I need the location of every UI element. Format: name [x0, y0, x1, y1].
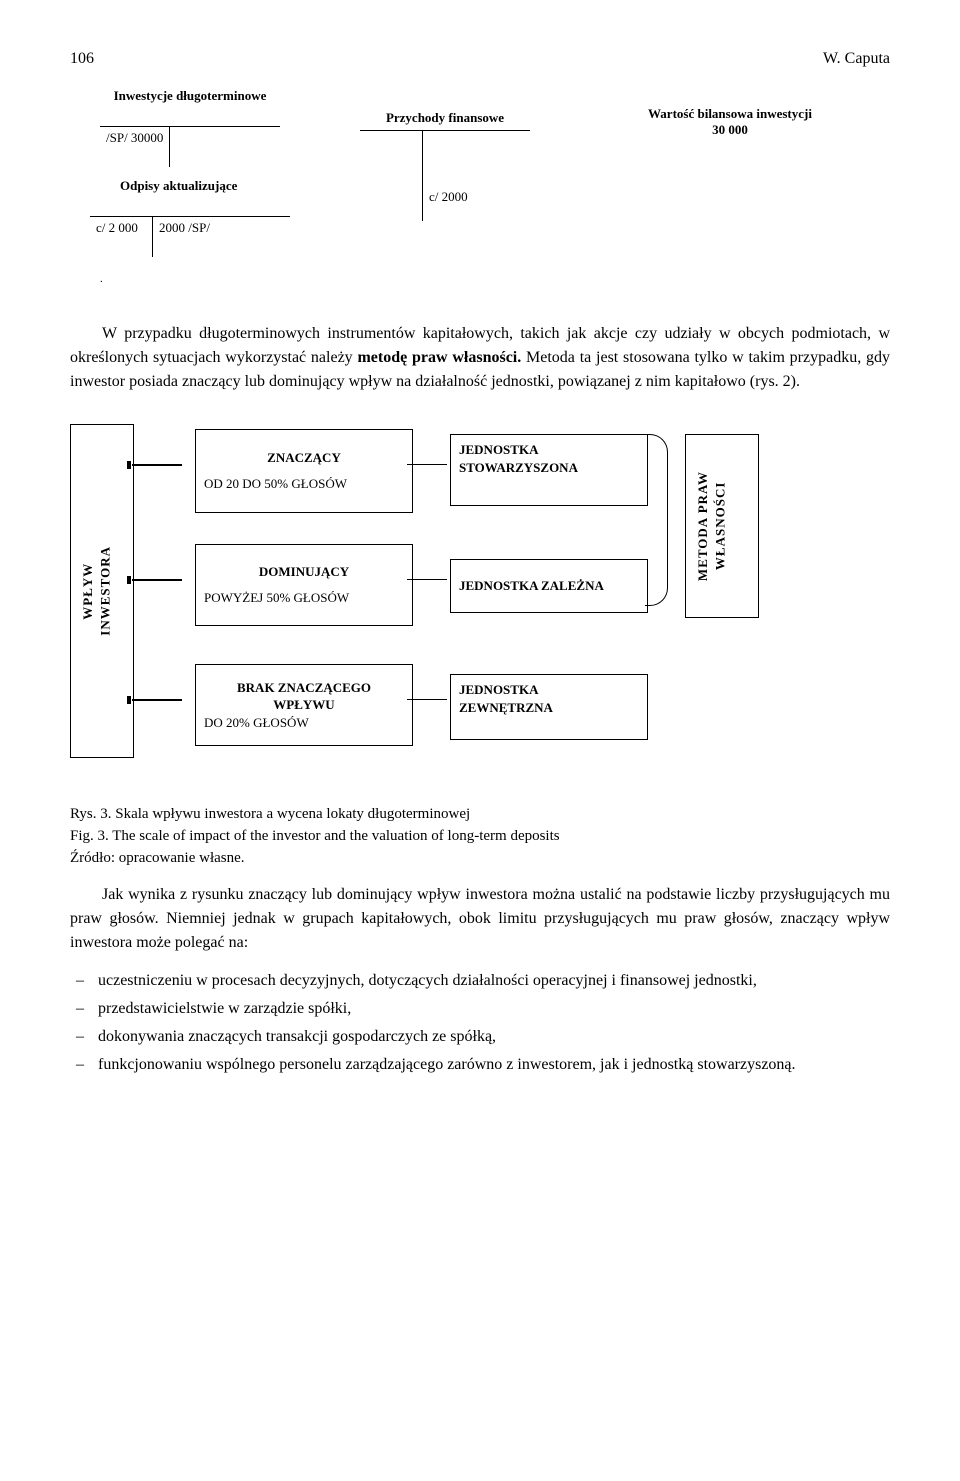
investor-influence-label: WPŁYW INWESTORA [79, 546, 125, 636]
account-credit: c/ 2000 [423, 131, 485, 221]
caption-source: Źródło: opracowanie własne. [70, 848, 890, 870]
dominant-title: DOMINUJĄCY [204, 563, 404, 581]
unit-external-label: JEDNOSTKA ZEWNĘTRZNA [459, 681, 639, 716]
connector-line [407, 464, 447, 465]
arrow-stub [132, 464, 182, 466]
account-credit [170, 127, 232, 167]
para1-bold: metodę praw własności. [357, 349, 521, 366]
connector-line [407, 579, 447, 580]
dominant-box: DOMINUJĄCY POWYŻEJ 50% GŁOSÓW [195, 544, 413, 626]
unit-external-box: JEDNOSTKA ZEWNĘTRZNA [450, 674, 648, 740]
list-item: funkcjonowaniu wspólnego personelu zarzą… [98, 1053, 890, 1077]
no-influence-sub: DO 20% GŁOSÓW [204, 714, 404, 732]
bullet-list: uczestniczeniu w procesach decyzyjnych, … [70, 969, 890, 1077]
no-influence-box: BRAK ZNACZĄCEGO WPŁYWU DO 20% GŁOSÓW [195, 664, 413, 746]
balance-value: 30 000 [630, 122, 830, 138]
arrow-stub [132, 579, 182, 581]
equity-method-label: METODA PRAW WŁASNOŚCI [694, 471, 750, 581]
list-item: uczestniczeniu w procesach decyzyjnych, … [98, 969, 890, 993]
unit-associated-box: JEDNOSTKA STOWARZYSZONA [450, 434, 648, 506]
account-investments: Inwestycje długoterminowe /SP/ 30000 [100, 88, 280, 167]
connector-line [407, 699, 447, 700]
unit-dependent-box: JEDNOSTKA ZALEŻNA [450, 559, 648, 613]
author-name: W. Caputa [823, 50, 890, 68]
dominant-sub: POWYŻEJ 50% GŁOSÓW [204, 589, 404, 607]
account-revenue: Przychody finansowe c/ 2000 [360, 110, 530, 221]
brace-icon [645, 434, 668, 606]
paragraph-1: W przypadku długoterminowych instrumentó… [70, 322, 890, 394]
list-item: dokonywania znaczących transakcji gospod… [98, 1025, 890, 1049]
balance-block: Wartość bilansowa inwestycji 30 000 [630, 106, 830, 138]
investor-influence-box: WPŁYW INWESTORA [70, 424, 134, 758]
influence-diagram: WPŁYW INWESTORA ZNACZĄCY OD 20 DO 50% GŁ… [70, 414, 890, 774]
unit-dependent-label: JEDNOSTKA ZALEŻNA [459, 577, 639, 595]
account-debit [360, 131, 423, 221]
account-title: Odpisy aktualizujące [90, 178, 290, 194]
caption-line-pl: Rys. 3. Skala wpływu inwestora a wycena … [70, 804, 890, 826]
dot-marker: . [100, 273, 103, 285]
unit-associated-label: JEDNOSTKA STOWARZYSZONA [459, 441, 639, 476]
account-title: Inwestycje długoterminowe [100, 88, 280, 104]
no-influence-title: BRAK ZNACZĄCEGO WPŁYWU [204, 679, 404, 714]
arrow-stub [132, 699, 182, 701]
significant-sub: OD 20 DO 50% GŁOSÓW [204, 475, 404, 493]
account-title: Przychody finansowe [360, 110, 530, 126]
balance-title: Wartość bilansowa inwestycji [630, 106, 830, 122]
account-debit: /SP/ 30000 [100, 127, 170, 167]
equity-method-box: METODA PRAW WŁASNOŚCI [685, 434, 759, 618]
account-writeoffs: Odpisy aktualizujące c/ 2 000 2000 /SP/ [90, 178, 290, 257]
t-accounts-diagram: Inwestycje długoterminowe /SP/ 30000 Prz… [70, 88, 890, 308]
figure-caption: Rys. 3. Skala wpływu inwestora a wycena … [70, 804, 890, 869]
list-item: przedstawicielstwie w zarządzie spółki, [98, 997, 890, 1021]
page-number: 106 [70, 50, 94, 68]
caption-line-en: Fig. 3. The scale of impact of the inves… [70, 826, 890, 848]
significant-title: ZNACZĄCY [204, 449, 404, 467]
significant-box: ZNACZĄCY OD 20 DO 50% GŁOSÓW [195, 429, 413, 513]
account-credit: 2000 /SP/ [153, 217, 216, 257]
paragraph-2: Jak wynika z rysunku znaczący lub dominu… [70, 883, 890, 955]
account-debit: c/ 2 000 [90, 217, 153, 257]
page-header: 106 W. Caputa [70, 50, 890, 68]
